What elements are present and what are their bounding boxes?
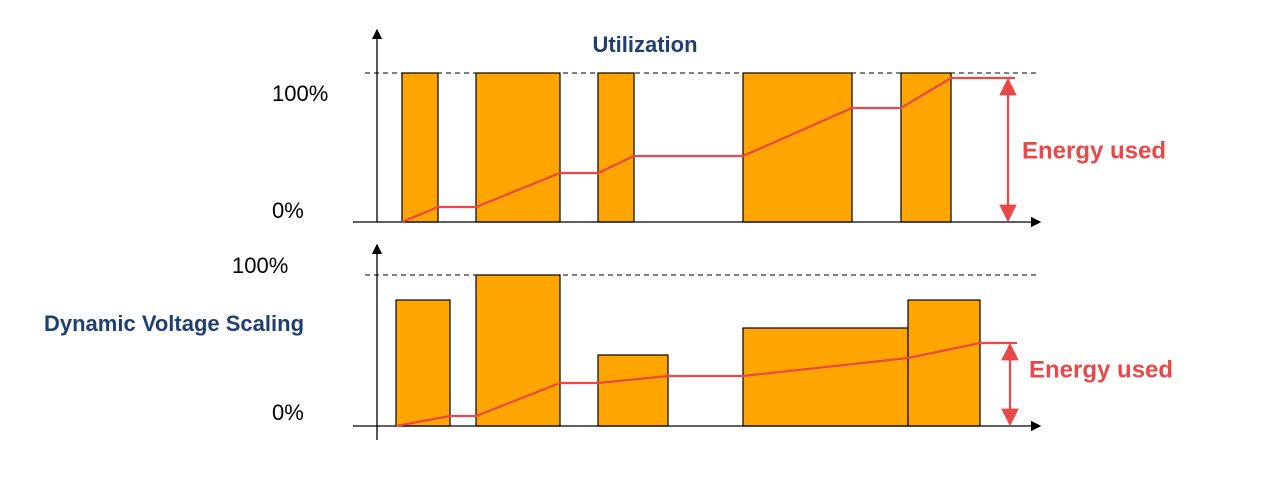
- bottom-panel: Dynamic Voltage Scaling 100% 0% Energy u…: [44, 243, 1173, 440]
- task-bar: [475, 274, 561, 427]
- task-bar: [597, 72, 635, 223]
- task-bar: [597, 354, 669, 427]
- task-bar: [742, 72, 853, 223]
- task-bar: [900, 72, 952, 223]
- panel-title: Dynamic Voltage Scaling: [44, 311, 304, 336]
- task-bar: [907, 299, 981, 427]
- energy-label: Energy used: [1029, 356, 1173, 383]
- task-bar: [401, 72, 439, 223]
- top-panel: Utilization 100% 0% Energy used: [272, 28, 1166, 228]
- y-top-label: 100%: [272, 81, 328, 106]
- energy-label: Energy used: [1022, 137, 1166, 164]
- task-bar: [395, 299, 451, 427]
- energy-curve: [401, 76, 1015, 224]
- y-top-label: 100%: [232, 253, 288, 278]
- y-bottom-label: 0%: [272, 400, 304, 425]
- panel-title: Utilization: [592, 32, 697, 57]
- task-bar: [742, 327, 909, 427]
- energy-curve: [395, 341, 1017, 428]
- task-bar: [475, 72, 561, 223]
- y-bottom-label: 0%: [272, 198, 304, 223]
